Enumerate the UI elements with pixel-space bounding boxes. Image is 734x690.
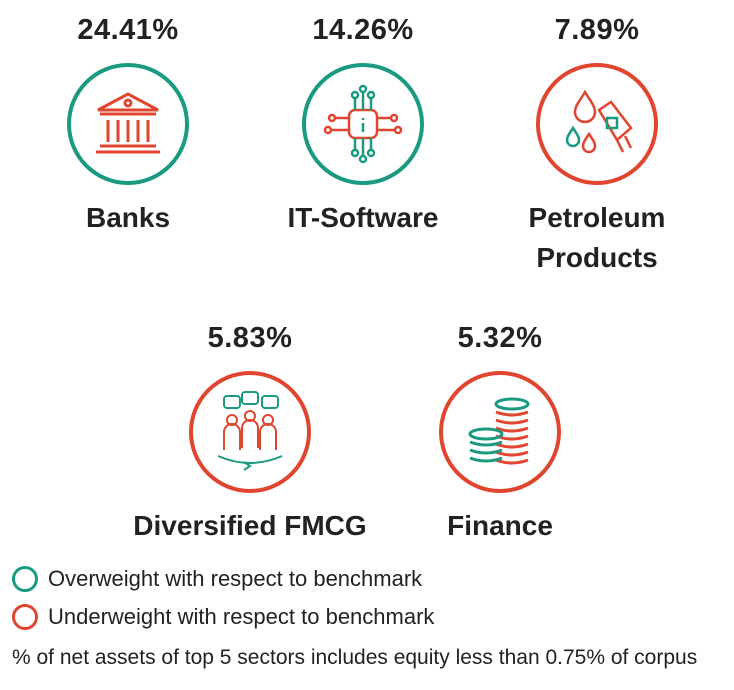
bank-icon [96, 92, 160, 154]
sector-name: Diversified FMCG [133, 510, 367, 541]
footnote: % of net assets of top 5 sectors include… [12, 646, 698, 669]
legend-overweight-text: Overweight with respect to benchmark [48, 566, 423, 591]
underweight-ring [536, 63, 658, 185]
overweight-ring [302, 63, 424, 185]
overweight-ring-icon [12, 566, 38, 592]
coins-icon [468, 397, 530, 465]
underweight-ring [189, 371, 311, 493]
underweight-ring [439, 371, 561, 493]
consumers-icon [217, 391, 283, 471]
sector-name: Banks [85, 202, 171, 233]
legend-overweight: Overweight with respect to benchmark [12, 560, 434, 598]
sector-percent: 5.32% [457, 322, 543, 354]
legend-underweight-text: Underweight with respect to benchmark [48, 604, 435, 629]
sector-name: IT-Software [287, 202, 439, 233]
sector-percent: 14.26% [312, 14, 414, 46]
sector-name: Finance [447, 510, 553, 541]
overweight-ring [67, 63, 189, 185]
sector-percent: 24.41% [77, 14, 179, 46]
chip-icon [323, 84, 403, 164]
sector-percent: 5.83% [207, 322, 293, 354]
underweight-ring-icon [12, 604, 38, 630]
legend: Overweight with respect to benchmark Und… [12, 560, 434, 636]
sector-name-line2: Products [536, 242, 658, 273]
sector-name-line1: Petroleum [528, 202, 666, 233]
legend-underweight: Underweight with respect to benchmark [12, 598, 434, 636]
sector-name: Petroleum Products [487, 198, 707, 278]
sector-percent: 7.89% [554, 14, 640, 46]
fuel-nozzle-icon [565, 89, 633, 154]
